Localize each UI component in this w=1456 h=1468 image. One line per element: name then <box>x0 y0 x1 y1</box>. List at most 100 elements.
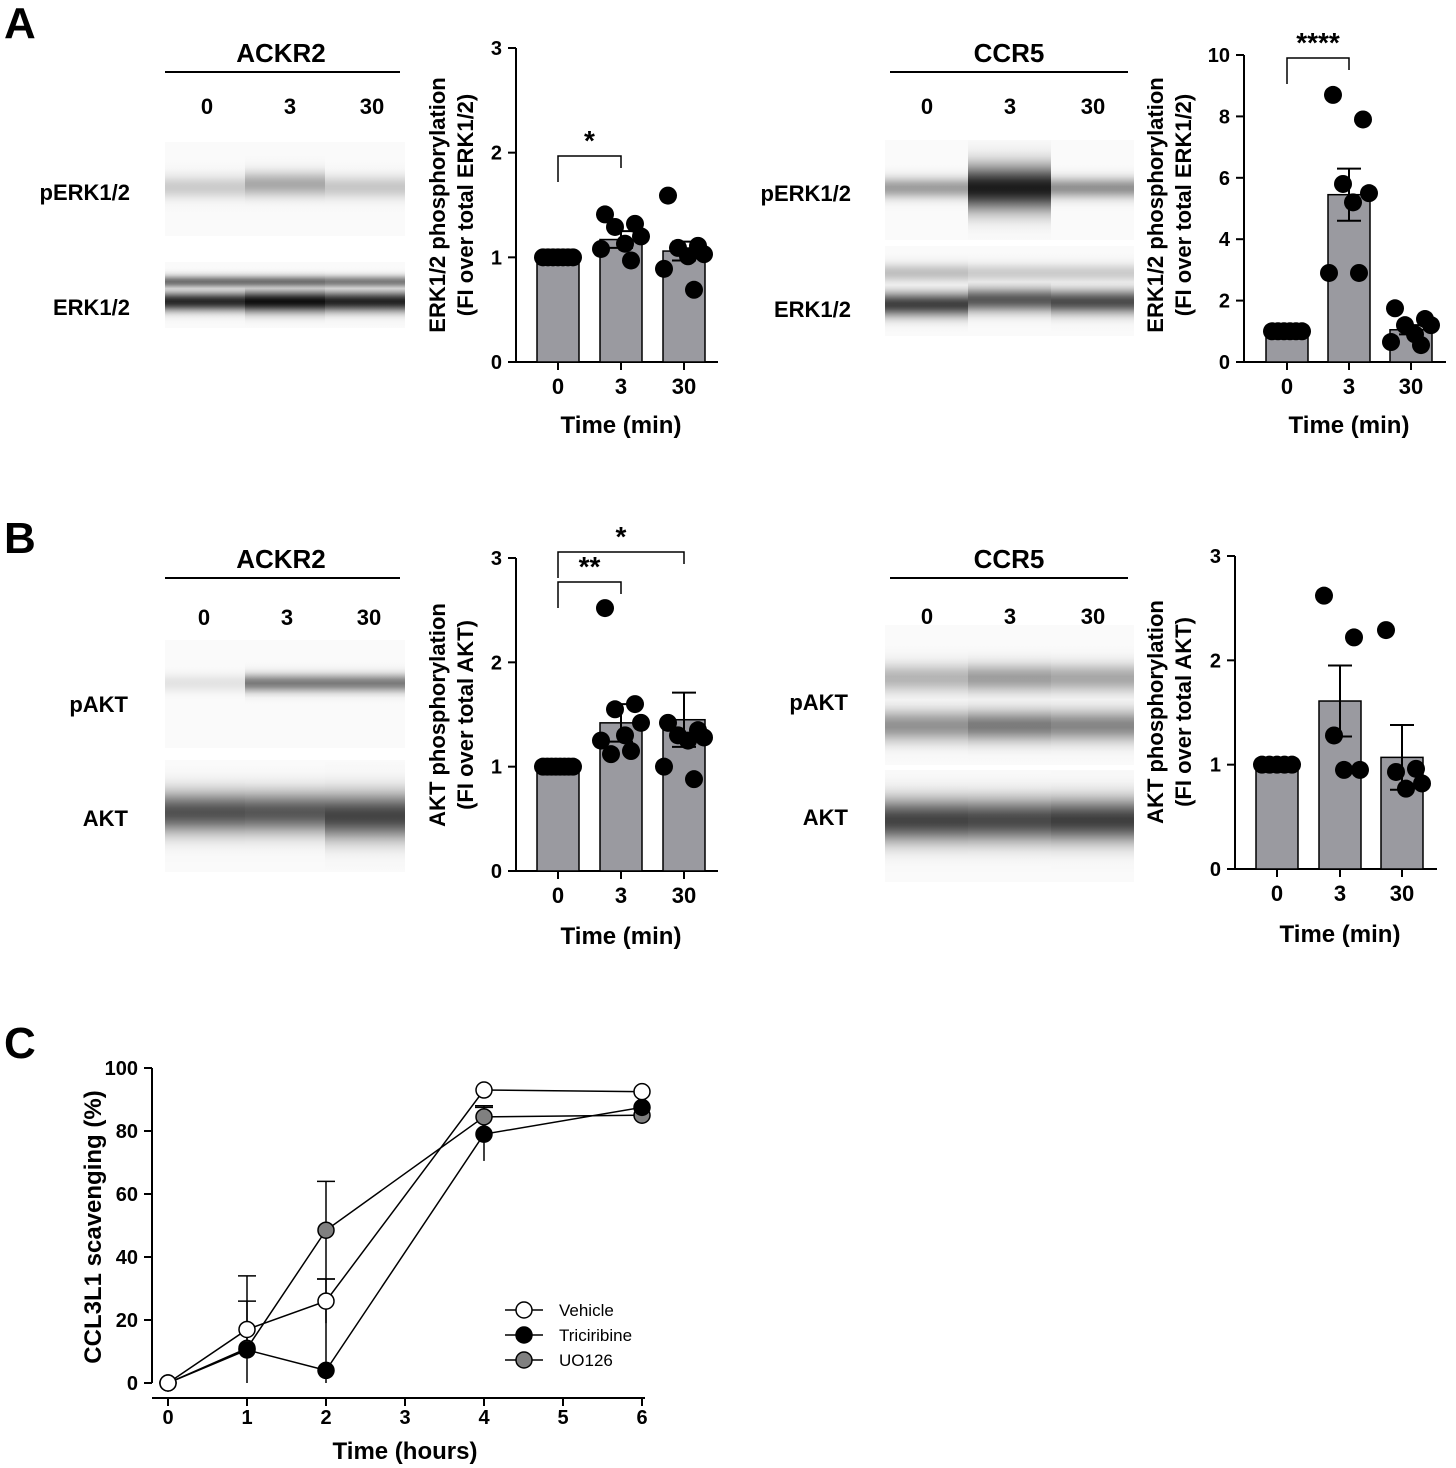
data-point <box>596 599 614 618</box>
row-label: ERK1/2 <box>53 295 130 320</box>
row-label: AKT <box>83 806 129 831</box>
blot-title: ACKR2 <box>236 38 326 68</box>
bar <box>536 256 580 363</box>
data-point <box>1315 586 1333 605</box>
panel-a-ackr2-blot: ACKR2 0 3 30 pERK1/2 ERK1/2 <box>40 38 405 328</box>
data-point <box>659 713 677 732</box>
data-point <box>655 757 673 776</box>
x-tick-label: 1 <box>241 1407 252 1429</box>
bar <box>1255 763 1299 870</box>
data-point <box>626 695 644 714</box>
data-point <box>616 234 634 253</box>
row-label: ERK1/2 <box>774 297 851 322</box>
significance-label: * <box>616 521 627 552</box>
significance-bracket <box>557 551 685 578</box>
data-point <box>1360 184 1378 203</box>
legend-marker <box>515 1301 533 1319</box>
legend-label: Vehicle <box>559 1301 614 1320</box>
panel-b-ackr2-blot: ACKR2 0 3 30 pAKT AKT <box>69 544 405 872</box>
x-axis-title: Time (min) <box>1280 921 1401 948</box>
lane-label: 30 <box>1081 604 1105 629</box>
row-label: AKT <box>803 805 849 830</box>
x-tick-label: 30 <box>672 374 696 399</box>
legend-marker <box>515 1351 533 1369</box>
data-point <box>1344 193 1362 212</box>
y-tick-label: 8 <box>1219 106 1230 128</box>
data-point <box>475 1081 493 1099</box>
x-tick-label: 0 <box>1271 881 1283 906</box>
y-tick-label: 40 <box>116 1247 138 1269</box>
y-tick-label: 100 <box>105 1058 138 1080</box>
y-tick-label: 2 <box>1219 291 1230 313</box>
blot-title: CCR5 <box>974 38 1045 68</box>
row-label: pERK1/2 <box>40 180 130 205</box>
blot-band <box>1051 140 1134 240</box>
data-point <box>606 700 624 719</box>
data-point <box>632 713 650 732</box>
data-point <box>1324 85 1342 104</box>
data-point <box>592 239 610 258</box>
blot-band <box>885 770 968 882</box>
x-tick-label: 0 <box>552 883 564 908</box>
x-tick-label: 30 <box>1399 374 1423 399</box>
blot-band <box>325 142 405 236</box>
x-tick-label: 5 <box>557 1407 568 1429</box>
x-axis-title: Time (hours) <box>333 1438 478 1465</box>
lane-label: 3 <box>281 605 293 630</box>
y-axis-title: AKT phosphorylation <box>425 603 450 827</box>
y-tick-label: 0 <box>1210 859 1221 881</box>
x-tick-label: 30 <box>1390 881 1414 906</box>
data-point <box>592 731 610 750</box>
panel-b-ackr2-chart: AKT phosphorylation (FI over total AKT) … <box>425 521 718 950</box>
data-point <box>1354 110 1372 129</box>
blot-title: CCR5 <box>974 544 1045 574</box>
data-point <box>602 745 620 764</box>
y-tick-label: 3 <box>1210 546 1221 568</box>
data-point <box>695 728 713 747</box>
blot-band <box>325 262 405 328</box>
data-point <box>1386 299 1404 318</box>
data-point <box>317 1361 335 1380</box>
data-point <box>655 259 673 278</box>
data-point <box>679 247 697 266</box>
y-axis-title: ERK1/2 phosphorylation <box>1143 77 1168 332</box>
data-point <box>1407 759 1425 778</box>
data-point <box>1350 263 1368 282</box>
lane-label: 30 <box>357 605 381 630</box>
data-point <box>1293 322 1311 341</box>
data-point <box>616 726 634 745</box>
x-axis-title: Time (min) <box>561 923 682 950</box>
blot-band <box>968 140 1051 240</box>
x-tick-label: 6 <box>636 1407 647 1429</box>
significance-bracket <box>557 581 622 608</box>
legend: Vehicle Triciribine UO126 <box>505 1301 632 1370</box>
x-tick-label: 2 <box>320 1407 331 1429</box>
lane-label: 30 <box>360 94 384 119</box>
blot-band <box>1051 625 1134 765</box>
blot-band <box>245 262 325 328</box>
x-tick-label: 30 <box>672 883 696 908</box>
blot-band <box>325 760 405 872</box>
x-tick-label: 3 <box>1343 374 1355 399</box>
data-point <box>1387 762 1405 781</box>
lane-label: 0 <box>201 94 213 119</box>
blot-band <box>968 625 1051 765</box>
data-point <box>1283 755 1301 774</box>
x-tick-label: 3 <box>615 374 627 399</box>
data-point <box>1320 263 1338 282</box>
y-axis-title: CCL3L1 scavenging (%) <box>80 1090 107 1363</box>
y-tick-label: 1 <box>1210 755 1221 777</box>
data-point <box>695 245 713 264</box>
data-point <box>564 757 582 776</box>
data-point <box>606 217 624 236</box>
row-label: pAKT <box>789 690 848 715</box>
y-tick-label: 3 <box>491 548 502 570</box>
panel-b-ccr5-chart: AKT phosphorylation (FI over total AKT) … <box>1143 546 1437 948</box>
data-point <box>596 205 614 224</box>
blot-band <box>968 770 1051 882</box>
x-tick-label: 0 <box>552 374 564 399</box>
data-point <box>1422 316 1440 335</box>
data-point <box>317 1221 335 1239</box>
y-tick-label: 1 <box>491 757 502 779</box>
